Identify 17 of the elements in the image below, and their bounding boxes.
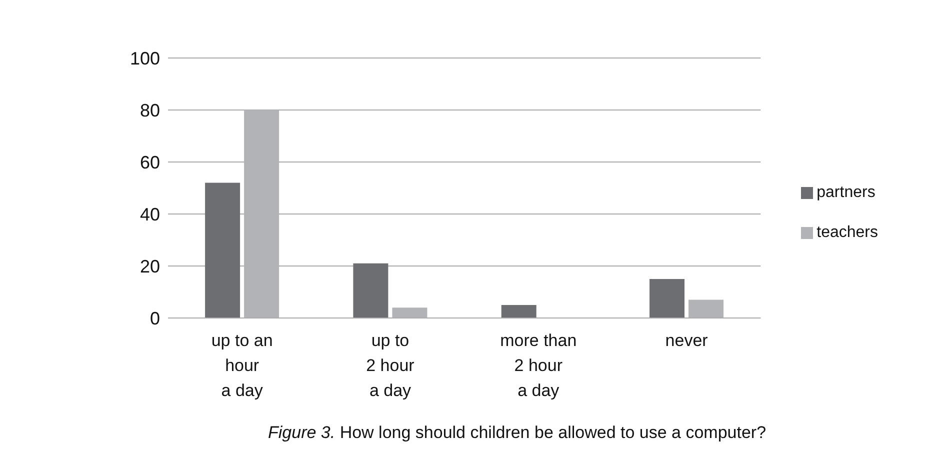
y-tick-label: 40	[140, 204, 160, 224]
bar	[353, 263, 388, 318]
legend-label: partners	[816, 184, 876, 201]
y-tick-label: 60	[140, 152, 160, 172]
y-tick-label: 20	[140, 256, 160, 276]
bar	[650, 279, 685, 318]
x-tick-label: more than 2 hour a day	[500, 331, 577, 400]
x-tick-label: up to an hour a day	[211, 331, 273, 400]
bar	[501, 305, 536, 318]
x-tick-label: up to 2 hour a day	[366, 331, 415, 400]
y-tick-label: 0	[150, 308, 160, 328]
legend-label: teachers	[816, 224, 878, 241]
y-tick-label: 80	[140, 100, 160, 120]
y-tick-label: 100	[130, 48, 160, 68]
bar	[205, 182, 240, 318]
text: Figure 3. How long should children be allowed to use a computer?	[268, 423, 766, 443]
x-tick-label: never	[665, 331, 708, 350]
